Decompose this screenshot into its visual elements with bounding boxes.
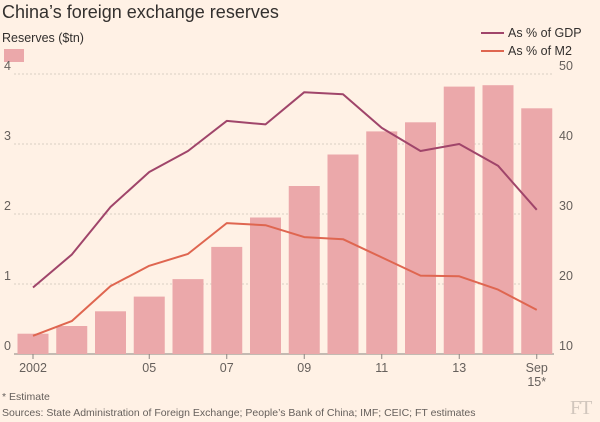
- right-tick-label: 50: [559, 59, 573, 73]
- bar: [95, 311, 126, 354]
- left-tick-label: 4: [4, 59, 11, 73]
- right-tick-label: 10: [559, 339, 573, 353]
- bar: [17, 333, 49, 354]
- left-tick-label: 3: [4, 129, 11, 143]
- left-axis-label: Reserves ($tn): [2, 31, 84, 45]
- left-tick-label: 0: [4, 339, 11, 353]
- ft-logo: FT: [570, 397, 592, 419]
- series-line-gdp: [32, 91, 538, 289]
- x-tick-label: Sep: [526, 361, 548, 375]
- x-tick-label: 05: [142, 361, 156, 375]
- legend-swatch-reserves: [4, 49, 24, 62]
- chart-title: China’s foreign exchange reserves: [2, 2, 279, 22]
- left-ticks: 0 1 2 3 4: [4, 59, 11, 353]
- bar: [366, 131, 398, 354]
- series-line-m2: [32, 222, 538, 337]
- legend-m2: As % of M2: [481, 44, 572, 58]
- sources: Sources: State Administration of Foreign…: [2, 407, 476, 419]
- bar: [327, 154, 359, 354]
- x-tick-label: 07: [220, 361, 234, 375]
- x-tick-sublabel: 15*: [527, 375, 546, 389]
- bar: [521, 108, 553, 354]
- bar: [482, 85, 514, 354]
- x-tick-label: 13: [452, 361, 466, 375]
- right-tick-label: 40: [559, 129, 573, 143]
- bar: [250, 217, 281, 354]
- right-tick-label: 30: [559, 199, 573, 213]
- bar: [211, 246, 243, 354]
- bar: [288, 186, 320, 354]
- bar: [405, 122, 436, 354]
- bar: [133, 296, 165, 354]
- x-tick-label: 09: [297, 361, 311, 375]
- bar: [172, 279, 204, 354]
- left-tick-label: 2: [4, 199, 11, 213]
- left-tick-label: 1: [4, 269, 11, 283]
- x-tick-label: 11: [375, 361, 388, 375]
- footnote: * Estimate: [2, 391, 50, 403]
- legend-gdp: As % of GDP: [481, 26, 582, 40]
- bars: [17, 85, 553, 354]
- legend-label-gdp: As % of GDP: [508, 26, 582, 40]
- bar: [443, 86, 475, 354]
- bar: [56, 326, 88, 354]
- right-ticks: 10 20 30 40 50: [559, 59, 573, 353]
- x-tick-label: 2002: [19, 361, 47, 375]
- lines: [32, 91, 538, 337]
- right-tick-label: 20: [559, 269, 573, 283]
- legend-label-m2: As % of M2: [508, 44, 572, 58]
